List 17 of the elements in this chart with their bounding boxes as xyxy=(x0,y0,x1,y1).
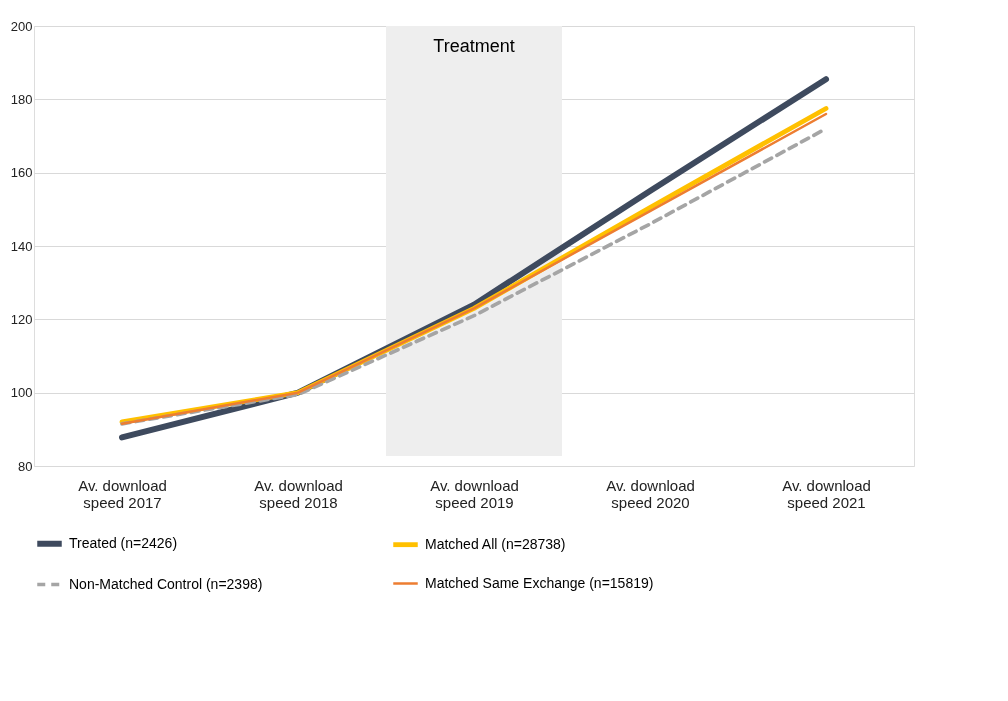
y-tick-label: 180 xyxy=(10,91,33,107)
legend-label: Matched Same Exchange (n=15819) xyxy=(425,574,654,591)
y-tick-label: 120 xyxy=(10,311,33,327)
x-tick-label: Av. download speed 2021 xyxy=(782,476,871,511)
y-tick-label: 140 xyxy=(10,238,33,254)
band-label: Treatment xyxy=(433,36,515,56)
x-tick-label: Av. download speed 2019 xyxy=(430,476,519,511)
y-tick-label: 100 xyxy=(10,385,33,401)
x-tick-label: Av. download speed 2018 xyxy=(254,476,343,511)
x-tick-label: Av. download speed 2020 xyxy=(606,476,695,511)
y-tick-label: 80 xyxy=(18,458,33,474)
x-tick-label: Av. download speed 2017 xyxy=(78,476,167,511)
y-tick-label: 200 xyxy=(10,18,33,34)
y-tick-label: 160 xyxy=(10,165,33,181)
legend-label: Non-Matched Control (n=2398) xyxy=(69,575,263,592)
legend-label: Treated (n=2426) xyxy=(69,534,178,551)
legend-label: Matched All (n=28738) xyxy=(425,535,566,552)
